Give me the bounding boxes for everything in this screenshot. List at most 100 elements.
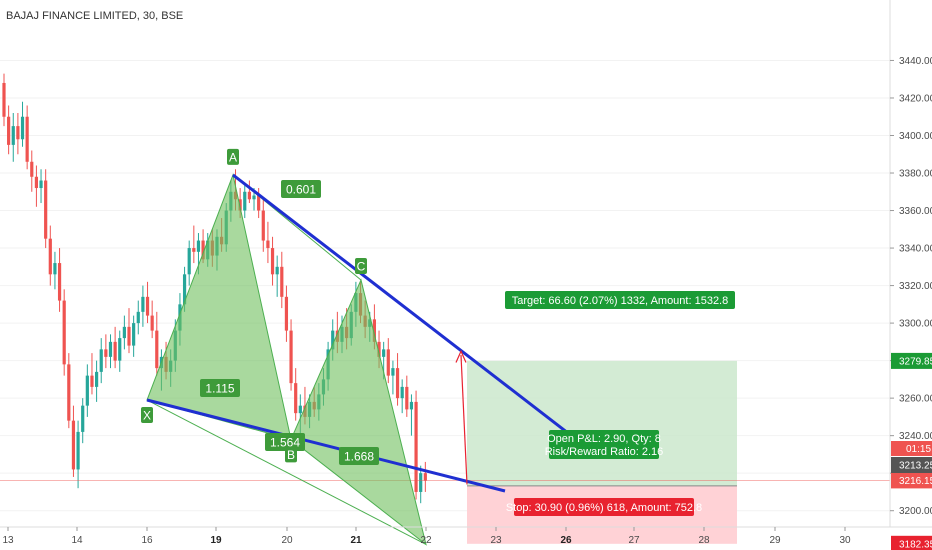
price-tag-target — [891, 352, 932, 369]
candle-body — [20, 116, 25, 140]
time-tick-label: 14 — [71, 535, 83, 546]
candle-body — [76, 431, 80, 470]
candle-body — [2, 82, 6, 117]
ratio-label: 0.601 — [286, 183, 316, 197]
time-tick-label: 22 — [420, 535, 432, 546]
candle-body — [423, 473, 427, 481]
pattern-point-marker[interactable] — [141, 407, 153, 424]
candle-body — [127, 326, 131, 346]
candle-body — [405, 386, 409, 410]
price-tick-label: 3320.00 — [899, 281, 932, 292]
open-pl-box — [549, 430, 659, 459]
candle-body — [243, 191, 247, 211]
candle-body — [34, 176, 39, 189]
price-tag-countdown — [891, 441, 932, 456]
pattern-point-marker[interactable] — [227, 148, 239, 165]
ratio-label-box — [339, 447, 379, 465]
price-tag-entry-text: 3213.25 — [899, 461, 932, 472]
pattern-point-marker[interactable] — [285, 446, 297, 463]
candle-body — [118, 338, 122, 361]
time-tick-label: 13 — [2, 535, 14, 546]
stop-label: Stop: 30.90 (0.96%) 618, Amount: 752.8 — [506, 502, 702, 514]
stop-label-box — [514, 498, 694, 516]
candle-body — [99, 349, 103, 372]
time-tick-label: 16 — [141, 535, 153, 546]
price-tick-label: 3380.00 — [899, 169, 932, 180]
upper-trendline[interactable] — [232, 173, 570, 435]
candle-body — [53, 263, 57, 275]
candle-body — [289, 330, 293, 384]
lower-trendline[interactable] — [146, 398, 506, 493]
ratio-label: 1.668 — [344, 450, 374, 464]
candle-body — [419, 473, 423, 492]
candle-body — [395, 368, 400, 399]
price-tick-label: 3360.00 — [899, 206, 932, 217]
price-tag-target-text: 3279.85 — [899, 356, 932, 367]
ratio-label-box — [281, 180, 321, 198]
xab-triangle — [146, 173, 292, 441]
price-tick-label: 3400.00 — [899, 131, 932, 142]
candle-body — [62, 300, 66, 365]
target-arrow-head — [455, 349, 467, 363]
candle-body — [136, 311, 140, 324]
candle-body — [81, 405, 85, 432]
time-tick-label: 23 — [490, 535, 502, 546]
time-tick-label: 28 — [698, 535, 710, 546]
pattern-point-label: C — [357, 259, 366, 273]
time-tick-label: 29 — [769, 535, 781, 546]
candle-body — [155, 330, 159, 369]
candle-body — [261, 210, 265, 241]
xd-leg — [146, 399, 427, 545]
pattern-point-label: A — [229, 150, 237, 164]
candle-body — [409, 401, 414, 410]
candle-body — [16, 126, 20, 140]
candle-body — [414, 401, 418, 492]
open-pl-label: Open P&L: 2.90, Qty: 8 — [547, 433, 661, 445]
candle-body — [270, 248, 275, 275]
price-tick-label: 3440.00 — [899, 56, 932, 67]
ratio-label: 1.564 — [270, 436, 300, 450]
time-tick-label: 20 — [281, 535, 293, 546]
candle-body — [266, 240, 270, 249]
price-tag-stop-text: 3182.35 — [899, 539, 932, 550]
candle-body — [386, 349, 390, 376]
ratio-label-box — [200, 379, 240, 397]
price-tag-countdown-text: 01:15 — [906, 444, 931, 455]
candle-body — [377, 341, 381, 357]
candle-body — [257, 195, 261, 211]
price-tick-label: 3240.00 — [899, 431, 932, 442]
price-axis[interactable]: 3200.003220.003240.003260.003280.003300.… — [890, 56, 932, 550]
candle-body — [252, 195, 256, 200]
candle-body — [400, 386, 404, 399]
candle-body — [391, 368, 395, 376]
candle-body — [192, 248, 196, 252]
candle-body — [113, 341, 117, 361]
candle-body — [150, 315, 154, 331]
candle-body — [30, 161, 34, 177]
candle-body — [298, 405, 302, 414]
candle-body — [145, 296, 150, 316]
candle-body — [85, 375, 89, 406]
candle-body — [275, 266, 279, 275]
pattern-point-marker[interactable] — [355, 257, 367, 274]
pattern-point-label: B — [287, 448, 295, 462]
candle-body — [141, 296, 145, 312]
target-zone — [467, 360, 737, 486]
price-tick-label: 3340.00 — [899, 244, 932, 255]
candle-body — [7, 116, 11, 145]
candle-body — [11, 126, 15, 145]
candle-body — [25, 116, 29, 162]
ratio-label: 1.115 — [205, 382, 234, 396]
candle-body — [132, 323, 136, 346]
candle-body — [67, 364, 71, 421]
candle-body — [57, 263, 62, 301]
candle-body — [39, 180, 43, 189]
time-axis[interactable]: 13 14 16 19 20 21 22 23 26 27 28 29 30 — [2, 527, 851, 546]
candle-body — [280, 266, 284, 297]
time-tick-label: 19 — [210, 535, 222, 546]
price-tag-stop — [891, 535, 932, 550]
target-label-box — [505, 291, 735, 309]
candle-body — [201, 240, 205, 260]
